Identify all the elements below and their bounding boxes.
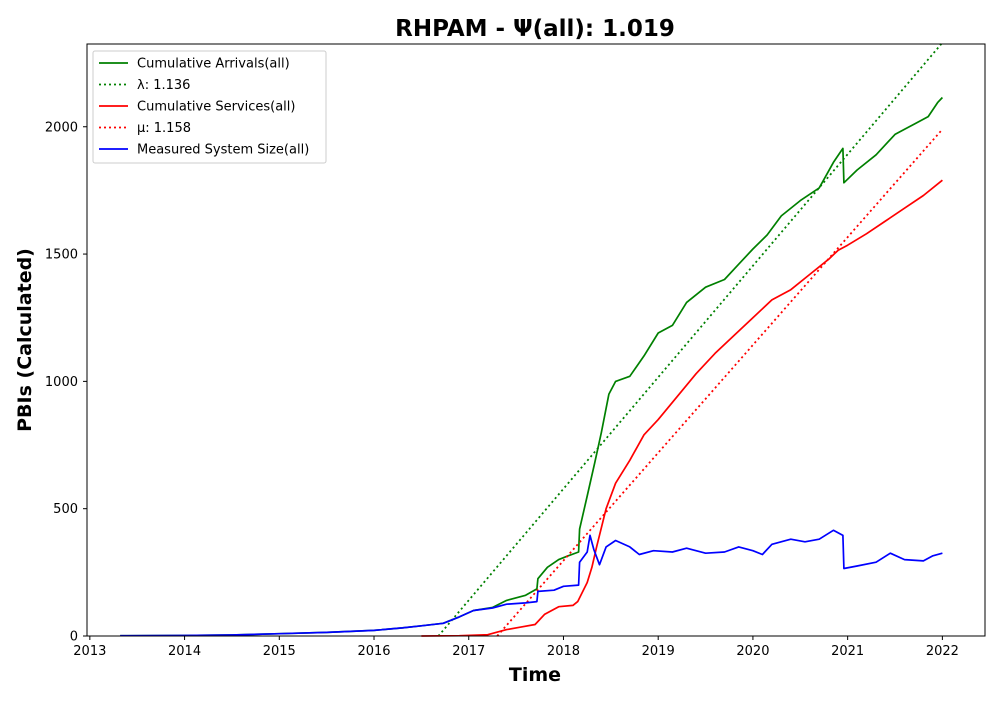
x-tick-label: 2018 [547,644,580,659]
x-tick-label: 2016 [357,644,390,659]
chart-title: RHPAM - Ψ(all): 1.019 [395,16,675,42]
y-axis: 0 500 1000 1500 2000 [45,120,87,645]
series-line-4-1-158 [496,128,944,637]
series-layer [120,42,944,637]
x-axis: 2013 2014 2015 2016 2017 2018 2019 2020 2021 2022 [73,636,959,659]
y-tick-label: 1000 [45,375,78,390]
x-tick-label: 2022 [926,644,959,659]
x-tick-label: 2019 [642,644,675,659]
legend: Cumulative Arrivals(all) λ: 1.136 Cumulati… [92,50,327,164]
y-axis-label: PBIs (Calculated) [14,248,36,432]
series-line-5-measured-system-size-all [120,529,943,637]
series-line-3-cumulative-services-all [421,179,943,637]
legend-label-4: μ: 1.158 [137,121,191,136]
legend-box [92,50,327,164]
legend-label-2: λ: 1.136 [137,78,190,93]
series-line-2-1-136 [437,42,944,637]
x-tick-label: 2014 [168,644,201,659]
y-tick-label: 1500 [45,248,78,263]
series-line-1-cumulative-arrivals-all [120,96,944,637]
plot-frame [86,43,986,637]
x-tick-label: 2020 [736,644,769,659]
y-tick-label: 2000 [45,120,78,135]
x-tick-label: 2013 [73,644,106,659]
plot-area [86,42,986,637]
x-tick-label: 2021 [831,644,864,659]
x-tick-label: 2017 [452,644,485,659]
x-axis-label: Time [509,664,561,686]
y-tick-label: 0 [70,630,78,645]
legend-label-1: Cumulative Arrivals(all) [137,57,290,72]
legend-label-3: Cumulative Services(all) [137,100,295,115]
y-tick-label: 500 [53,502,78,517]
x-tick-label: 2015 [263,644,296,659]
legend-label-5: Measured System Size(all) [137,143,309,158]
